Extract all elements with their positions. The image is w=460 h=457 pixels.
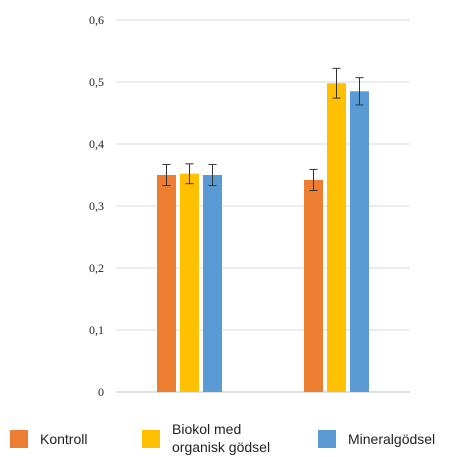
error-bars [162,67,364,191]
y-axis-tick-labels: 0 0,1 0,2 0,3 0,4 0,5 0,6 [89,13,104,399]
y-tick-label: 0,4 [89,137,104,151]
y-tick-label: 0 [98,385,104,399]
bar-kontroll [304,179,323,392]
bar-biokol-med-organisk-g-dsel [327,83,346,393]
y-tick-label: 0,5 [89,75,104,89]
y-tick-label: 0,1 [89,323,104,337]
legend-label-line: Biokol med [172,421,241,437]
bar-kontroll [157,175,176,392]
legend-label-line: organisk gödsel [172,439,270,455]
legend-label: Mineralgödsel [348,431,435,447]
legend-swatch [10,430,28,448]
y-tick-label: 0,2 [89,261,104,275]
legend-swatch [318,430,336,448]
legend: Kontroll Biokol med organisk gödsel Mineral… [10,421,435,455]
bars [157,83,369,393]
bar-mineralg-dsel [350,91,369,393]
y-tick-label: 0,6 [89,13,104,27]
bar-biokol-med-organisk-g-dsel [180,173,199,392]
y-tick-label: 0,3 [89,199,104,213]
bar-mineralg-dsel [203,175,222,392]
legend-label: Kontroll [40,431,87,447]
legend-swatch [142,430,160,448]
